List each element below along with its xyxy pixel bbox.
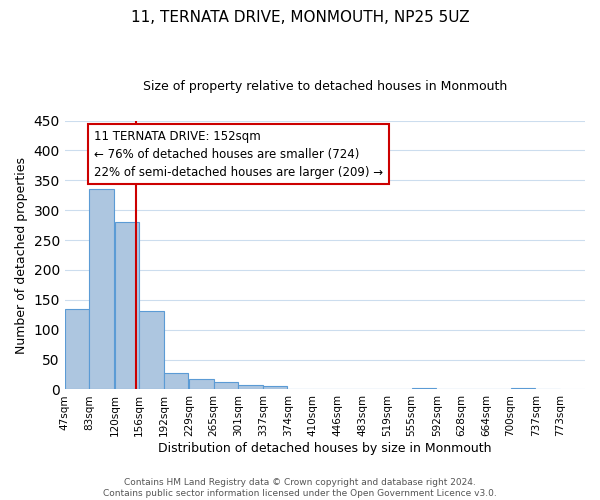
- Bar: [263, 386, 287, 390]
- Bar: [511, 388, 535, 390]
- Bar: [412, 388, 436, 390]
- Bar: [115, 222, 139, 390]
- Title: Size of property relative to detached houses in Monmouth: Size of property relative to detached ho…: [143, 80, 507, 93]
- Bar: [214, 382, 238, 390]
- Bar: [139, 310, 164, 390]
- Text: 11, TERNATA DRIVE, MONMOUTH, NP25 5UZ: 11, TERNATA DRIVE, MONMOUTH, NP25 5UZ: [131, 10, 469, 25]
- Bar: [238, 384, 263, 390]
- Bar: [89, 188, 114, 390]
- Bar: [189, 378, 214, 390]
- Text: Contains HM Land Registry data © Crown copyright and database right 2024.
Contai: Contains HM Land Registry data © Crown c…: [103, 478, 497, 498]
- Bar: [164, 374, 188, 390]
- X-axis label: Distribution of detached houses by size in Monmouth: Distribution of detached houses by size …: [158, 442, 491, 455]
- Text: 11 TERNATA DRIVE: 152sqm
← 76% of detached houses are smaller (724)
22% of semi-: 11 TERNATA DRIVE: 152sqm ← 76% of detach…: [94, 130, 383, 178]
- Y-axis label: Number of detached properties: Number of detached properties: [15, 156, 28, 354]
- Bar: [65, 309, 89, 390]
